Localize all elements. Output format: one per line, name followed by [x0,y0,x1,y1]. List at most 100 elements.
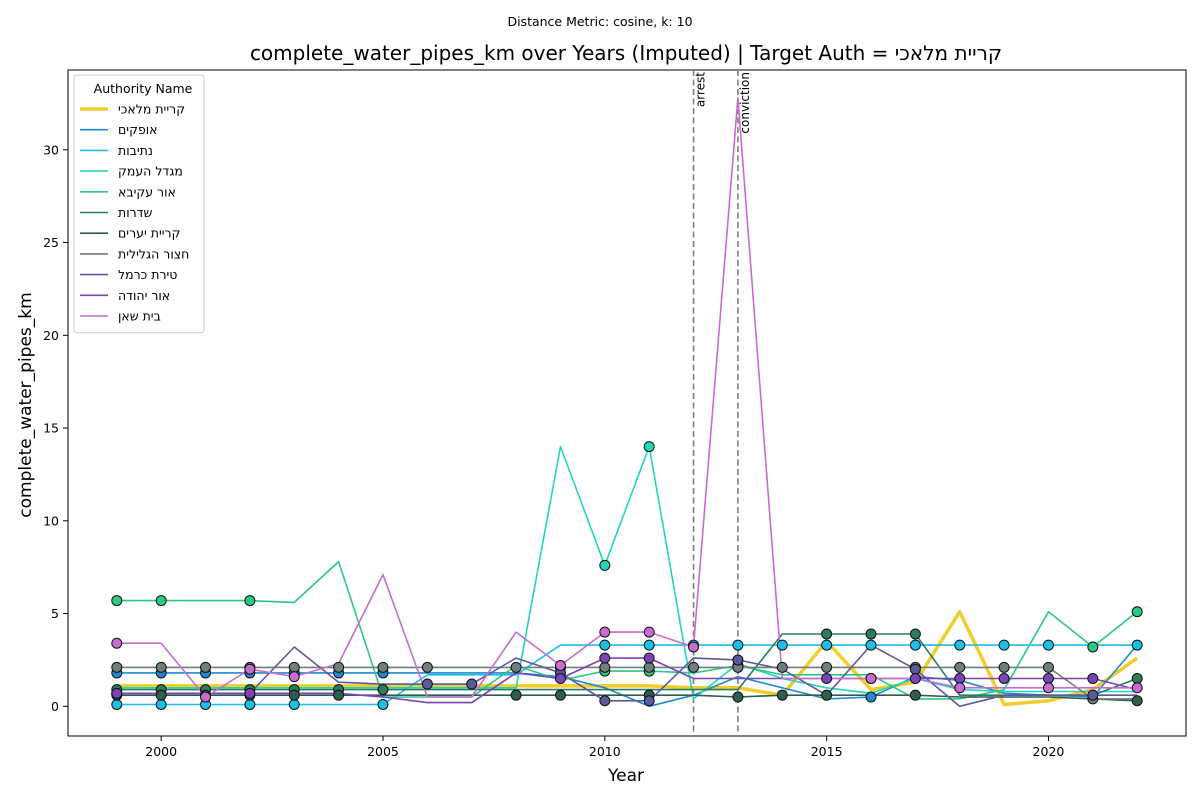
series-6-point [909,689,921,701]
legend-label: טירת כרמל [118,267,177,282]
series-line-0 [116,609,1139,707]
x-tick-label: 2015 [811,744,843,759]
series-9-point [244,687,256,699]
series-4-point [111,595,123,607]
series-7-point [200,661,212,673]
series-9-point [554,672,566,684]
series-6-point [821,689,833,701]
series-7-point [1042,661,1054,673]
series-7-point [599,661,611,673]
series-2-point [244,698,256,710]
series-line-3 [116,445,1138,700]
series-6-point [554,689,566,701]
series-line-7 [116,666,1138,700]
y-tick-label: 15 [43,421,59,436]
y-tick-label: 10 [43,513,59,528]
series-6-point [510,689,522,701]
series-8-point [1087,689,1099,701]
series-10-point [599,626,611,638]
plot-area: 2000 2005 2010 2015 2020 0 5 10 15 20 25 30 arrest co… [43,69,1187,759]
series-7-point [776,661,788,673]
series-10-point [1042,682,1054,694]
legend-label: אור יהודה [118,288,170,303]
series-2-point [821,639,833,651]
series-9-point [1087,672,1099,684]
series-7-point [954,661,966,673]
series-8-point [909,663,921,675]
series-10-point [111,637,123,649]
series-9-point [643,652,655,664]
series-7-point [288,661,300,673]
series-9-point [111,687,123,699]
series-8-point [466,678,478,690]
series-3-point [599,559,611,571]
series-9-point [1042,672,1054,684]
series-line-6 [116,694,1138,702]
series-6-point [776,689,788,701]
legend-label: שדרות [118,205,153,220]
legend-label: אופקים [118,122,158,137]
series-line-9 [116,657,1138,704]
series-1-point [865,691,877,703]
series-5-point [1131,672,1143,684]
series-8-point [643,695,655,707]
y-tick-label: 5 [51,606,59,621]
series-10-point [865,672,877,684]
series-line-5 [116,633,1138,697]
legend-label: אור עקיבא [118,184,176,199]
series-7-point [821,661,833,673]
series-7-point [333,661,345,673]
axes-frame [67,69,1187,737]
series-7-point [377,661,389,673]
series-4-point [1131,606,1143,618]
series-6-point [1131,695,1143,707]
series-line-8 [116,644,1138,708]
legend-label: קריית מלאכי [118,102,185,117]
legend-label: נתיבות [118,143,153,158]
series-6-point [732,691,744,703]
y-tick-label: 20 [43,328,59,343]
series-2-point [1131,639,1143,651]
x-tick-label: 2005 [367,744,399,759]
series-2-point [377,698,389,710]
series-5-point [909,628,921,640]
series-5-point [865,628,877,640]
series-7-point [111,661,123,673]
y-axis-label: complete_water_pipes_km [16,292,36,517]
series-2-point [776,639,788,651]
x-axis-label: Year [607,766,644,786]
series-7-point [643,661,655,673]
series-line-10 [116,97,1138,698]
series-2-point [599,639,611,651]
x-tick-label: 2000 [145,744,177,759]
series-2-point [155,698,167,710]
series-8-point [732,654,744,666]
series-4-point [1087,641,1099,653]
series-line-1 [116,644,1138,708]
y-tick-label: 25 [43,235,59,250]
x-tick-label: 2010 [589,744,621,759]
series-2-point [111,698,123,710]
series-2-point [732,639,744,651]
event-label-conviction: conviction [738,72,752,134]
y-tick-label: 30 [43,142,59,157]
series-2-point [909,639,921,651]
series-7-point [421,661,433,673]
series-9-point [599,652,611,664]
series-7-point [155,661,167,673]
series-2-point [865,639,877,651]
series-10-point [200,691,212,703]
legend-box [73,74,205,334]
series-2-point [1042,639,1054,651]
series-5-point [377,684,389,696]
x-tick-label: 2020 [1033,744,1065,759]
legend-label: בית שאן [118,309,161,324]
series-4-point [244,595,256,607]
series-8-point [421,678,433,690]
series-10-point [688,641,700,653]
series-4-point [155,595,167,607]
series-10-point [643,626,655,638]
series-9-point [954,672,966,684]
series-6-point [288,689,300,701]
